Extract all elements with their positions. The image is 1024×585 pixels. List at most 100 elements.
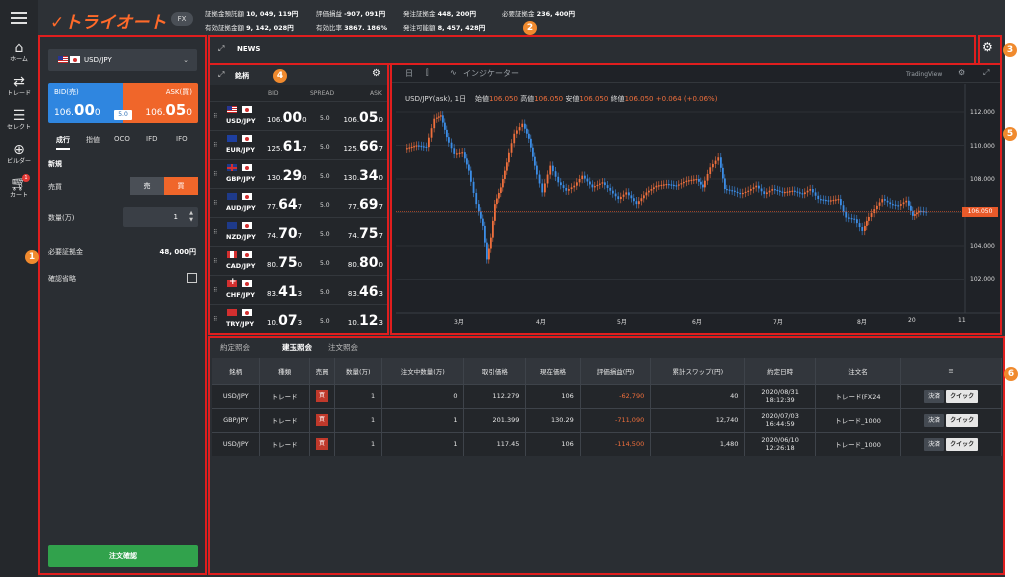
settings-icon[interactable]: ⚙ [958, 68, 966, 77]
table-row[interactable]: USD/JPY トレード買 1 1 117.45 106 -114,500 1,480 2020… [212, 431, 1002, 456]
ask-button[interactable]: ASK(買) 106.050 [123, 83, 198, 123]
rate-row[interactable]: ⠿ AUD/JPY 77.647 5.0 77.697 [210, 188, 387, 217]
rate-bid[interactable]: 74.707 [267, 226, 302, 242]
rate-ask[interactable]: 74.757 [348, 226, 383, 242]
nav-builder[interactable]: ⊕ ビルダー [0, 142, 38, 166]
close-label: 終値 [610, 95, 625, 103]
rate-bid[interactable]: 130.290 [267, 168, 307, 184]
settle-button[interactable]: 決済 [924, 389, 945, 403]
drag-handle-icon[interactable]: ⠿ [213, 113, 218, 120]
quantity-stepper[interactable]: 1 ▲ ▼ [123, 207, 198, 227]
candlestick-plot[interactable] [392, 65, 1000, 333]
drag-handle-icon[interactable]: ⠿ [213, 287, 218, 294]
menu-icon[interactable] [11, 12, 27, 24]
drag-handle-icon[interactable]: ⠿ [213, 142, 218, 149]
col-header-date[interactable]: 約定日時 [744, 358, 816, 384]
tab-ifd[interactable]: IFD [146, 135, 158, 143]
filter-icon[interactable]: ≡ [900, 358, 1002, 384]
rate-ask[interactable]: 130.340 [343, 168, 383, 184]
rate-ask-pips: 05 [359, 110, 379, 126]
rate-row[interactable]: ⠿ GBP/JPY 130.290 5.0 130.340 [210, 159, 387, 188]
rate-ask[interactable]: 80.800 [348, 255, 383, 271]
quick-button[interactable]: クイック [946, 389, 979, 403]
col-header-type[interactable]: 種類 [259, 358, 310, 384]
gear-icon[interactable]: ⚙ [982, 40, 993, 54]
period-button[interactable]: 日 [405, 69, 413, 78]
rate-bid[interactable]: 125.617 [267, 139, 307, 155]
rate-row[interactable]: ⠿ CAD/JPY 80.750 5.0 80.800 [210, 246, 387, 275]
quick-button[interactable]: クイック [946, 437, 979, 451]
indicator-icon[interactable]: ∿ [450, 68, 457, 77]
nav-home[interactable]: ⌂ ホーム [0, 40, 38, 64]
bid-button[interactable]: BID(売) 106.000 [48, 83, 123, 123]
current-price-tag: 106.050 [962, 207, 998, 217]
mode-badge[interactable]: FX [171, 12, 193, 26]
rate-bid[interactable]: 83.413 [267, 284, 302, 300]
nav-select[interactable]: ☰ セレクト [0, 108, 38, 132]
col-header-pending[interactable]: 注文中数量(万) [381, 358, 465, 384]
col-header-swap[interactable]: 累計スワップ(円) [650, 358, 746, 384]
rate-bid[interactable]: 10.073 [267, 313, 302, 329]
gear-icon[interactable]: ⚙ [372, 68, 381, 79]
col-header-pnl[interactable]: 評価損益(円) [580, 358, 652, 384]
drag-handle-icon[interactable]: ⠿ [213, 229, 218, 236]
tab-orders[interactable]: 注文照会 [328, 343, 358, 352]
pair-select[interactable]: USD/JPY ⌄ [48, 49, 197, 71]
rate-row[interactable]: ⠿ TRY/JPY 10.073 5.0 10.123 [210, 304, 387, 333]
rate-ask-prefix: 77. [347, 203, 360, 211]
col-header-current[interactable]: 現在価格 [525, 358, 581, 384]
marker-2: 2 [523, 21, 537, 35]
sell-toggle[interactable]: 売 [130, 177, 164, 195]
stepper-arrows-icon[interactable]: ▲ ▼ [189, 210, 193, 223]
order-confirm-button[interactable]: 注文確認 [48, 545, 198, 567]
candle-body [484, 225, 486, 243]
expand-icon[interactable]: ⤢ [218, 44, 225, 53]
rate-bid[interactable]: 77.647 [267, 197, 302, 213]
candle-body [554, 171, 557, 177]
rate-bid[interactable]: 106.000 [267, 110, 307, 126]
settle-button[interactable]: 決済 [924, 437, 945, 451]
rate-ask[interactable]: 10.123 [348, 313, 383, 329]
nav-cart[interactable]: 🛒︎ 1 カート [0, 174, 38, 200]
col-header-price[interactable]: 取引価格 [463, 358, 527, 384]
rate-ask[interactable]: 77.697 [348, 197, 383, 213]
col-header-pair[interactable]: 銘柄 [212, 358, 261, 384]
fullscreen-icon[interactable]: ⤢ [983, 68, 990, 77]
tab-oco[interactable]: OCO [114, 135, 130, 143]
drag-handle-icon[interactable]: ⠿ [213, 171, 218, 178]
drag-handle-icon[interactable]: ⠿ [213, 200, 218, 207]
rate-row[interactable]: ⠿ USD/JPY 106.000 5.0 106.050 [210, 101, 387, 130]
rate-bid[interactable]: 80.750 [267, 255, 302, 271]
settle-button[interactable]: 決済 [924, 413, 945, 427]
table-row[interactable]: GBP/JPY トレード買 1 1 201.399 130.29 -711,090 12,74… [212, 407, 1002, 432]
tab-market[interactable]: 成行 [56, 135, 70, 150]
cell-order-name: トレード_1000 [815, 431, 902, 456]
rate-pair: AUD/JPY [226, 204, 256, 212]
candle-style-icon[interactable]: ⫿ [426, 68, 429, 77]
rate-row[interactable]: ⠿ NZD/JPY 74.707 5.0 74.757 [210, 217, 387, 246]
tab-executions[interactable]: 約定照会 [220, 343, 250, 352]
tab-ifo[interactable]: IFO [176, 135, 188, 143]
drag-handle-icon[interactable]: ⠿ [213, 316, 218, 323]
nav-trade[interactable]: ⇄ トレード [0, 74, 38, 98]
tab-limit[interactable]: 指値 [86, 136, 100, 144]
rate-ask[interactable]: 106.050 [343, 110, 383, 126]
news-title[interactable]: NEWS [237, 45, 261, 53]
skip-confirm-checkbox[interactable] [187, 273, 197, 283]
quantity-value: 1 [173, 213, 178, 221]
chart-symbol[interactable]: USD/JPY(ask), 1日 [405, 95, 467, 103]
expand-icon[interactable]: ⤢ [218, 70, 225, 79]
quick-button[interactable]: クイック [946, 413, 979, 427]
col-header-qty[interactable]: 数量(万) [334, 358, 383, 384]
candle-body [779, 190, 781, 192]
col-header-name[interactable]: 注文名 [815, 358, 902, 384]
rate-ask[interactable]: 83.463 [348, 284, 383, 300]
drag-handle-icon[interactable]: ⠿ [213, 258, 218, 265]
rate-ask[interactable]: 125.667 [343, 139, 383, 155]
rate-row[interactable]: ⠿ EUR/JPY 125.617 5.0 125.667 [210, 130, 387, 159]
table-row[interactable]: USD/JPY トレード買 1 0 112.279 106 -62,790 40 2020/08… [212, 383, 1002, 408]
buy-toggle[interactable]: 買 [164, 177, 198, 195]
col-header-side[interactable]: 売買 [309, 358, 336, 384]
indicator-button[interactable]: インジケーター [463, 69, 519, 78]
